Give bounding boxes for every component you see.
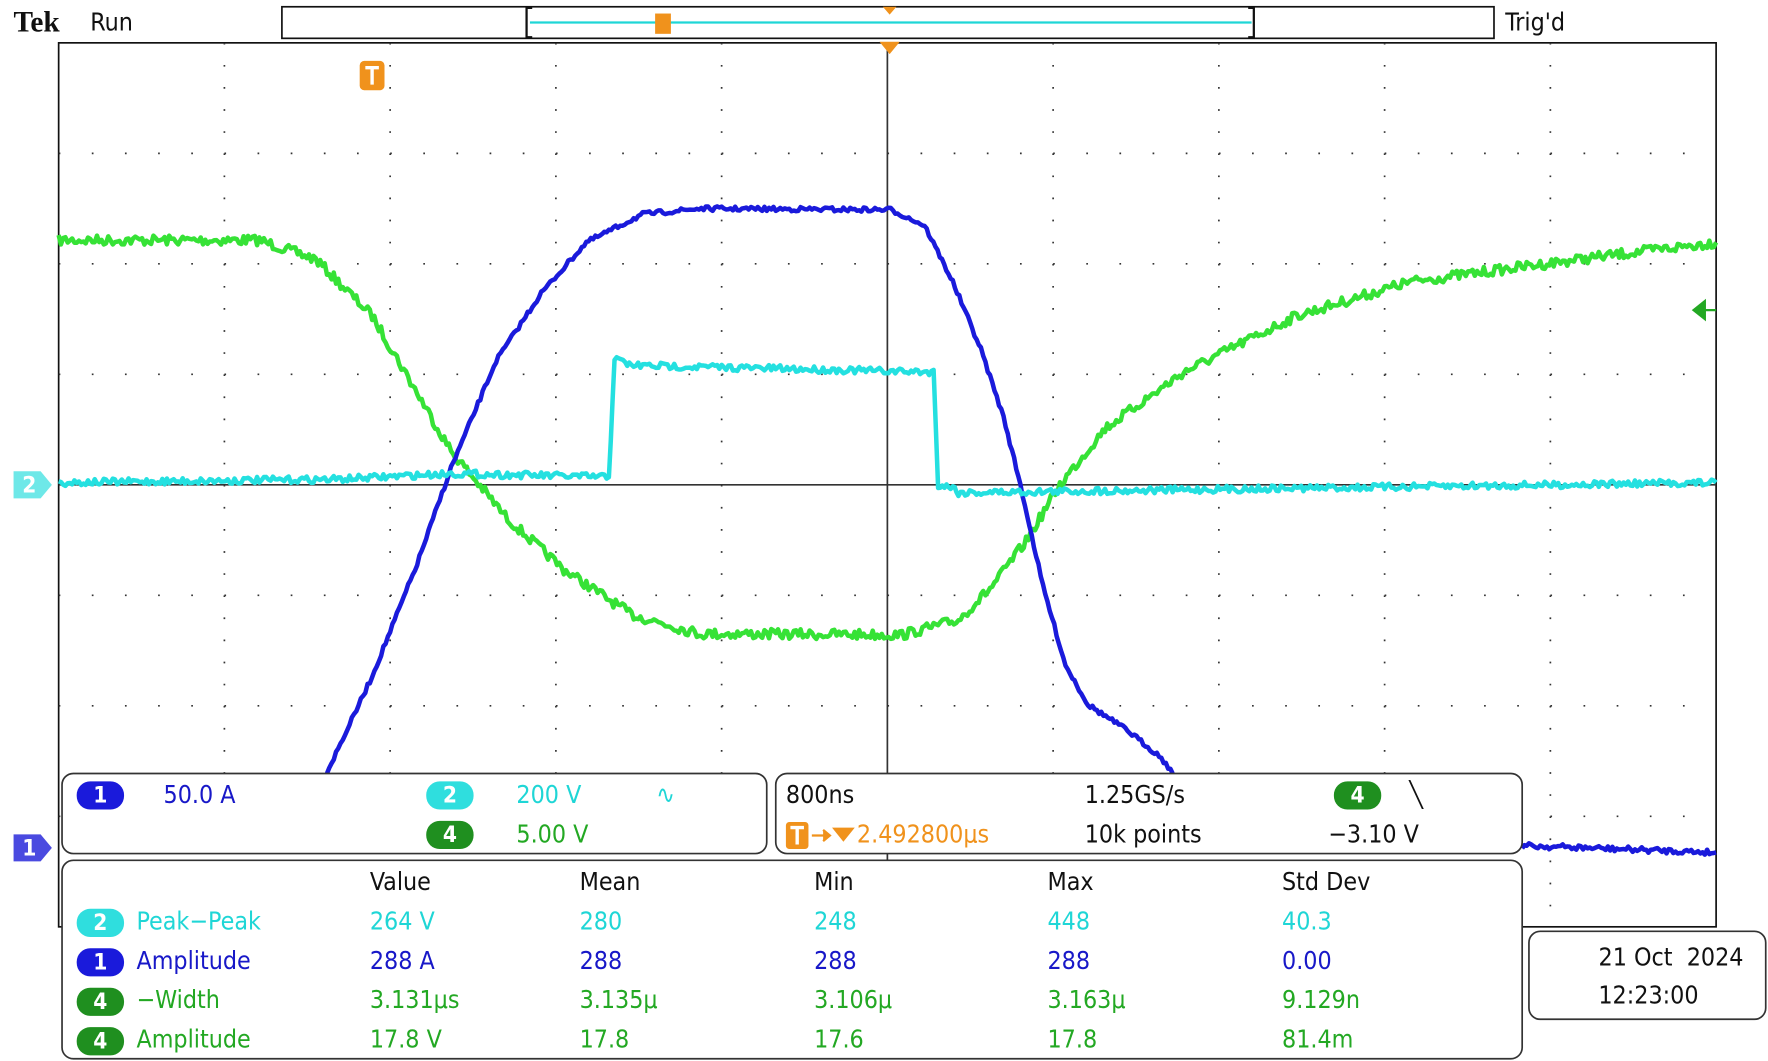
measurement-table: Value Mean Min Max Std Dev 2 Peak−Peak 264 V 280… [76, 867, 1370, 1056]
measurement-value: 288 A [370, 946, 436, 975]
waveform [56, 233, 1719, 642]
badge [426, 820, 474, 850]
trigger-arrow [811, 827, 855, 842]
measurement-value: 288 [580, 946, 623, 975]
trigger-status: Trig'd [1504, 8, 1565, 37]
ch1-marker [13, 834, 52, 862]
column-header: Min [814, 867, 854, 896]
badge [76, 948, 125, 977]
measurement-value: 288 [814, 946, 857, 975]
trigger-position: 2.492800μs [857, 819, 989, 848]
badge-label: 4 [443, 822, 457, 848]
badge [76, 1027, 125, 1056]
measurement-value: 17.8 V [370, 1025, 443, 1054]
run-status: Run [90, 8, 133, 37]
badge-label: 4 [93, 1028, 107, 1054]
badge [76, 781, 125, 810]
brand: Tek [14, 7, 61, 39]
time-scale: 800ns [786, 780, 854, 809]
waveform [1520, 841, 1717, 857]
ch1-marker-label: 1 [22, 836, 36, 862]
ch2-marker-label: 2 [22, 472, 36, 498]
measurement-value: 17.8 [1047, 1025, 1097, 1054]
trigger-position [879, 6, 900, 55]
measurement-value: 0.00 [1282, 946, 1332, 975]
ch1-scale: 50.0 A [164, 780, 237, 809]
badge-label: 1 [93, 949, 107, 975]
sample-rate: 1.25GS/s [1085, 780, 1185, 809]
measurement-value: 248 [814, 906, 857, 935]
record-bracket [525, 6, 1255, 39]
measurement-value: 40.3 [1282, 906, 1332, 935]
measurement-name: Peak−Peak [136, 906, 261, 935]
trigger-level: −3.10 V [1328, 819, 1419, 848]
measurement-value: 9.129n [1282, 985, 1360, 1014]
measurement-value: 3.135μ [580, 985, 658, 1014]
measurement-name: Amplitude [136, 946, 250, 975]
ch4-scale: 5.00 V [516, 819, 589, 848]
ch2-scale: 200 V [516, 780, 582, 809]
column-header: Std Dev [1282, 867, 1370, 896]
trigger-icon-t [790, 825, 804, 845]
waveform [58, 354, 1718, 499]
measurement-value: 280 [580, 906, 623, 935]
measurement-value: 17.6 [814, 1025, 864, 1054]
waveform [324, 204, 1175, 775]
column-header: Max [1047, 867, 1093, 896]
trigger-slope: ╲ [1408, 779, 1424, 809]
record-length: 10k points [1085, 819, 1202, 848]
badge-label: 2 [443, 783, 457, 809]
ch2-marker [13, 471, 52, 499]
measurement-value: 3.163μ [1047, 985, 1125, 1014]
date: 21 Oct 2024 [1599, 942, 1744, 971]
measurement-name: −Width [136, 985, 219, 1014]
badge-label: 1 [93, 783, 107, 809]
column-header: Mean [580, 867, 641, 896]
badge [426, 781, 474, 810]
trigger-marker [655, 13, 671, 34]
ch2-coupling: ∿ [656, 780, 675, 809]
badge [1333, 781, 1382, 810]
measurement-name: Amplitude [136, 1025, 250, 1054]
trigger-icon-t [365, 65, 379, 85]
measurement-value: 264 V [370, 906, 436, 935]
measurement-value: 17.8 [580, 1025, 630, 1054]
measurement-value: 81.4m [1282, 1025, 1353, 1054]
waveforms [56, 204, 1719, 857]
badge-label: 4 [1350, 783, 1364, 809]
badge [76, 908, 125, 937]
trigger-level-marker [1691, 298, 1717, 322]
channel-panel [61, 772, 768, 855]
badge-label: 2 [93, 910, 107, 936]
datetime-panel [1528, 930, 1767, 1021]
badge-label: 4 [93, 989, 107, 1015]
measurement-value: 448 [1047, 906, 1090, 935]
measurement-value: 3.131μs [370, 985, 460, 1014]
time: 12:23:00 [1598, 981, 1698, 1010]
measurement-value: 3.106μ [814, 985, 892, 1014]
badge [76, 987, 125, 1016]
measurement-panel [61, 859, 1524, 1060]
column-header: Value [370, 867, 431, 896]
measurement-value: 288 [1047, 946, 1090, 975]
